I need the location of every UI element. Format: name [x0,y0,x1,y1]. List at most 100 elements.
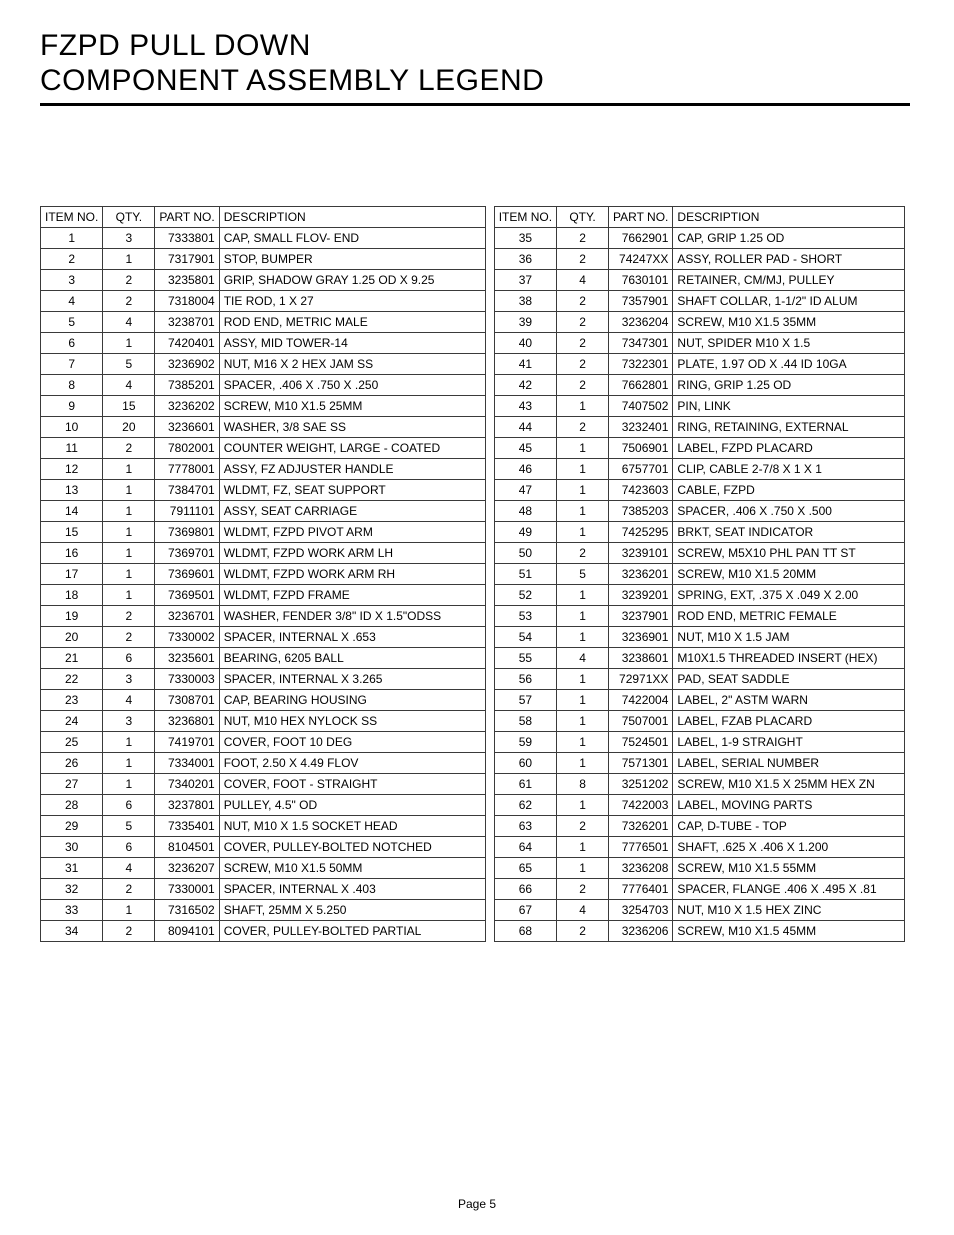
cell-desc: CAP, D-TUBE - TOP [673,815,905,836]
cell-desc: GRIP, SHADOW GRAY 1.25 OD X 9.25 [219,269,485,290]
cell-qty: 6 [103,647,155,668]
table-row: 9153236202SCREW, M10 X1.5 25MM [41,395,486,416]
cell-qty: 2 [557,227,609,248]
table-row: 3068104501COVER, PULLEY-BOLTED NOTCHED [41,836,486,857]
table-row: 4717423603CABLE, FZPD [494,479,905,500]
cell-part: 7385203 [609,500,673,521]
cell-desc: SPACER, .406 X .750 X .250 [219,374,485,395]
table-row: 3747630101RETAINER, CM/MJ, PULLEY [494,269,905,290]
table-row: 6017571301LABEL, SERIAL NUMBER [494,752,905,773]
table-row: 427318004TIE ROD, 1 X 27 [41,290,486,311]
table-row: 4127322301PLATE, 1.97 OD X .44 ID 10GA [494,353,905,374]
cell-item: 67 [494,899,556,920]
cell-qty: 1 [557,521,609,542]
table-row: 4616757701CLIP, CABLE 2-7/8 X 1 X 1 [494,458,905,479]
cell-item: 22 [41,668,103,689]
cell-qty: 1 [103,563,155,584]
cell-part: 7776401 [609,878,673,899]
cell-part: 7385201 [155,374,219,395]
cell-qty: 1 [103,500,155,521]
table-row: 56172971XXPAD, SEAT SADDLE [494,668,905,689]
cell-item: 44 [494,416,556,437]
cell-qty: 4 [557,647,609,668]
cell-qty: 1 [103,731,155,752]
col-header-item: ITEM NO. [41,206,103,227]
table-row: 36274247XXASSY, ROLLER PAD - SHORT [494,248,905,269]
cell-qty: 1 [557,605,609,626]
table-row: 6327326201CAP, D-TUBE - TOP [494,815,905,836]
table-row: 2237330003SPACER, INTERNAL X 3.265 [41,668,486,689]
table-row: 1317384701WLDMT, FZ, SEAT SUPPORT [41,479,486,500]
cell-qty: 2 [103,878,155,899]
cell-item: 64 [494,836,556,857]
table-row: 2347308701CAP, BEARING HOUSING [41,689,486,710]
cell-item: 45 [494,437,556,458]
cell-desc: SCREW, M10 X1.5 25MM [219,395,485,416]
table-row: 1817369501WLDMT, FZPD FRAME [41,584,486,605]
cell-part: 3236206 [609,920,673,941]
cell-qty: 5 [103,353,155,374]
cell-item: 61 [494,773,556,794]
cell-qty: 8 [557,773,609,794]
cell-desc: FOOT, 2.50 X 4.49 FLOV [219,752,485,773]
table-row: 4317407502PIN, LINK [494,395,905,416]
cell-desc: LABEL, FZPD PLACARD [673,437,905,458]
cell-qty: 1 [103,332,155,353]
cell-part: 7369701 [155,542,219,563]
cell-desc: LABEL, FZAB PLACARD [673,710,905,731]
cell-item: 13 [41,479,103,500]
cell-desc: PLATE, 1.97 OD X .44 ID 10GA [673,353,905,374]
cell-desc: NUT, M10 HEX NYLOCK SS [219,710,485,731]
cell-qty: 1 [557,710,609,731]
cell-item: 36 [494,248,556,269]
cell-desc: BEARING, 6205 BALL [219,647,485,668]
cell-desc: RING, GRIP 1.25 OD [673,374,905,395]
table-row: 2517419701COVER, FOOT 10 DEG [41,731,486,752]
col-header-item: ITEM NO. [494,206,556,227]
cell-item: 66 [494,878,556,899]
table-row: 4917425295BRKT, SEAT INDICATOR [494,521,905,542]
cell-qty: 20 [103,416,155,437]
cell-item: 55 [494,647,556,668]
table-row: 3143236207SCREW, M10 X1.5 50MM [41,857,486,878]
cell-desc: ASSY, FZ ADJUSTER HANDLE [219,458,485,479]
cell-desc: CAP, GRIP 1.25 OD [673,227,905,248]
title-line-1: FZPD PULL DOWN [40,29,311,62]
cell-desc: SCREW, M10 X1.5 35MM [673,311,905,332]
cell-part: 7662801 [609,374,673,395]
cell-item: 32 [41,878,103,899]
table-row: 4517506901LABEL, FZPD PLACARD [494,437,905,458]
cell-item: 25 [41,731,103,752]
title-line-2: COMPONENT ASSEMBLY LEGEND [40,64,544,97]
table-row: 847385201SPACER, .406 X .750 X .250 [41,374,486,395]
cell-desc: COUNTER WEIGHT, LARGE - COATED [219,437,485,458]
cell-part: 7334001 [155,752,219,773]
cell-qty: 2 [557,311,609,332]
cell-qty: 4 [557,899,609,920]
cell-item: 63 [494,815,556,836]
table-row: 6743254703NUT, M10 X 1.5 HEX ZINC [494,899,905,920]
cell-part: 3235601 [155,647,219,668]
cell-item: 19 [41,605,103,626]
cell-item: 8 [41,374,103,395]
cell-part: 7317901 [155,248,219,269]
table-row: 5023239101SCREW, M5X10 PHL PAN TT ST [494,542,905,563]
cell-qty: 1 [557,626,609,647]
cell-qty: 1 [557,479,609,500]
cell-qty: 1 [557,437,609,458]
cell-item: 14 [41,500,103,521]
table-row: 5313237901ROD END, METRIC FEMALE [494,605,905,626]
cell-item: 68 [494,920,556,941]
cell-item: 17 [41,563,103,584]
cell-qty: 1 [103,584,155,605]
cell-desc: WLDMT, FZPD FRAME [219,584,485,605]
cell-desc: RING, RETAINING, EXTERNAL [673,416,905,437]
cell-desc: STOP, BUMPER [219,248,485,269]
cell-item: 18 [41,584,103,605]
cell-item: 31 [41,857,103,878]
table-row: 1127802001COUNTER WEIGHT, LARGE - COATED [41,437,486,458]
table-row: 3317316502SHAFT, 25MM X 5.250 [41,899,486,920]
cell-part: 3236207 [155,857,219,878]
cell-part: 7326201 [609,815,673,836]
cell-part: 7420401 [155,332,219,353]
